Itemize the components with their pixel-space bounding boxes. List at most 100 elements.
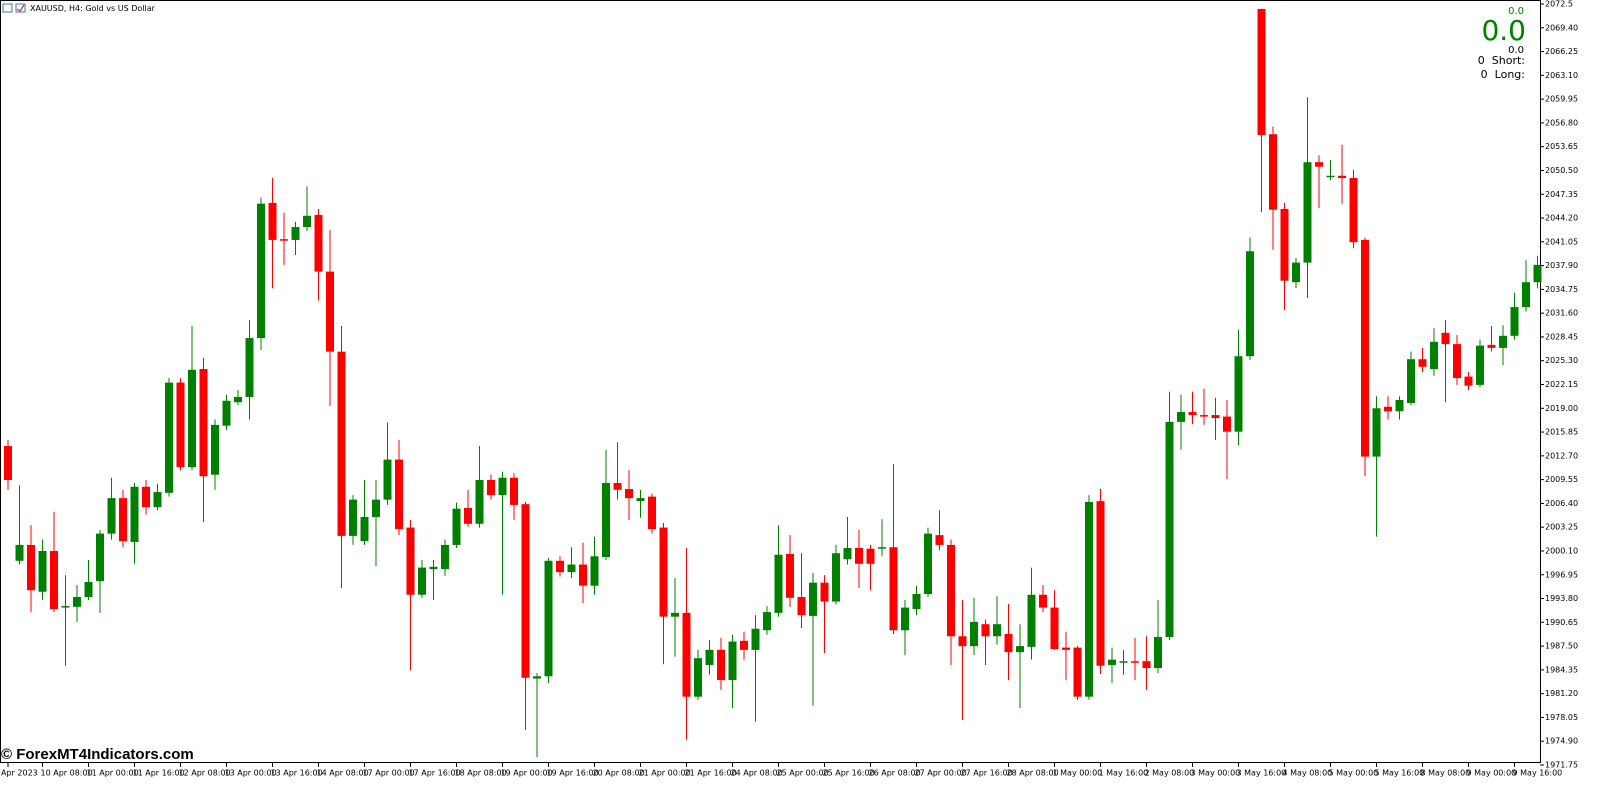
candle-body (820, 582, 829, 602)
candle-body (728, 641, 737, 681)
y-tick-label: 2059.95 (1545, 95, 1578, 104)
x-tick-label: 21 Apr 00:00 (639, 769, 691, 778)
candle-body (1303, 162, 1312, 263)
x-tick-label: 25 Apr 16:00 (823, 769, 875, 778)
candle-body (1269, 134, 1277, 210)
candle-body (694, 658, 702, 697)
y-tick-label: 2037.90 (1545, 261, 1578, 270)
candle-body (1510, 307, 1519, 336)
candle-body (924, 533, 932, 595)
y-tick-label: 2069.40 (1545, 23, 1578, 32)
candle-body (970, 621, 978, 647)
icon (16, 4, 25, 12)
candle-body (1361, 239, 1369, 457)
candle-body (1039, 594, 1047, 608)
x-tick-label: 12 Apr 08:00 (179, 769, 231, 778)
y-tick-label: 1978.05 (1545, 713, 1578, 722)
icon (15, 3, 26, 13)
candle-body (602, 483, 610, 558)
y-tick-label: 1974.90 (1545, 737, 1578, 746)
candle-body (1372, 408, 1381, 457)
candle-body (498, 477, 507, 496)
x-tick-label: 1 May 00:00 (1053, 769, 1103, 778)
y-tick-label: 2012.70 (1545, 451, 1578, 460)
candle-body (199, 369, 208, 477)
y-tick-label: 2000.10 (1545, 546, 1578, 555)
candle-body (1349, 178, 1358, 243)
candle-body (464, 507, 472, 524)
y-tick-label: 2050.50 (1545, 166, 1578, 175)
candle-body (372, 499, 380, 517)
y-tick-label: 2034.75 (1545, 285, 1578, 294)
candle-body (1050, 607, 1059, 650)
candle-body (84, 581, 93, 598)
x-tick-label: 13 Apr 00:00 (225, 769, 277, 778)
candle-body (1154, 637, 1162, 668)
candle-body (751, 628, 760, 650)
x-tick-label: 18 Apr 08:00 (455, 769, 507, 778)
candle-body (1441, 332, 1450, 345)
candle-body (1062, 647, 1070, 650)
candle-body (579, 564, 587, 586)
candle-body (487, 480, 495, 496)
x-tick-label: 11 Apr 00:00 (87, 769, 139, 778)
candle-body (1223, 416, 1231, 432)
candle-body (349, 499, 357, 536)
panel-sub-value: 0.0 (1508, 45, 1524, 56)
y-tick-label: 2009.55 (1545, 475, 1578, 484)
y-tick-label: 2015.85 (1545, 428, 1578, 437)
candle-body (73, 597, 81, 607)
candle-body (441, 544, 449, 570)
candle-body (1188, 412, 1197, 416)
candle-body (1211, 415, 1220, 419)
y-tick-label: 1971.75 (1545, 761, 1578, 770)
x-tick-label: 8 May 08:00 (1421, 769, 1471, 778)
candle-body (1418, 359, 1427, 367)
candle-body (671, 612, 679, 617)
candle-body (1004, 634, 1013, 653)
candle-body (1292, 262, 1300, 283)
candle-body (291, 227, 300, 240)
candle-body (1384, 406, 1392, 412)
candle-body (1476, 345, 1484, 385)
candle-body (257, 203, 265, 339)
x-tick-label: 17 Apr 16:00 (409, 769, 461, 778)
candle-body (901, 607, 909, 631)
candle-body (935, 535, 944, 545)
candles (4, 8, 1542, 758)
y-tick-label: 2053.65 (1545, 142, 1578, 151)
x-tick-label: 27 Apr 00:00 (915, 769, 967, 778)
candle-body (1453, 344, 1461, 379)
y-tick-label: 1984.35 (1545, 665, 1578, 674)
panel-top-value: 0.0 (1508, 6, 1524, 17)
candle-body (1464, 376, 1473, 386)
candle-body (1487, 344, 1496, 348)
candle-body (1522, 282, 1530, 308)
candle-body (682, 612, 691, 697)
y-tick-label: 2066.25 (1545, 47, 1578, 56)
candle-body (4, 446, 12, 481)
candle-body (337, 351, 346, 536)
x-tick-label: 3 May 16:00 (1237, 769, 1287, 778)
x-tick-label: 24 Apr 08:00 (731, 769, 783, 778)
candle-body (360, 516, 369, 542)
watermark: © ForexMT4Indicators.com (1, 746, 194, 763)
candle-body (510, 477, 518, 505)
y-tick-label: 1990.65 (1545, 618, 1578, 627)
x-tick-label: 9 May 00:00 (1467, 769, 1517, 778)
candle-body (774, 554, 783, 613)
x-tick-label: 1 May 16:00 (1099, 769, 1149, 778)
x-tick-label: 5 May 16:00 (1375, 769, 1425, 778)
candle-body (119, 498, 127, 542)
candle-body (878, 547, 886, 549)
candle-body (832, 553, 840, 602)
candle-body (107, 498, 116, 534)
candle-body (981, 624, 990, 637)
candle-body (303, 215, 311, 228)
candle-body (1073, 647, 1082, 697)
y-tick-label: 2003.25 (1545, 523, 1578, 532)
y-tick-label: 2006.40 (1545, 499, 1578, 508)
candle-body (395, 459, 403, 530)
candle-body (636, 498, 645, 502)
y-tick-label: 1981.20 (1545, 689, 1578, 698)
